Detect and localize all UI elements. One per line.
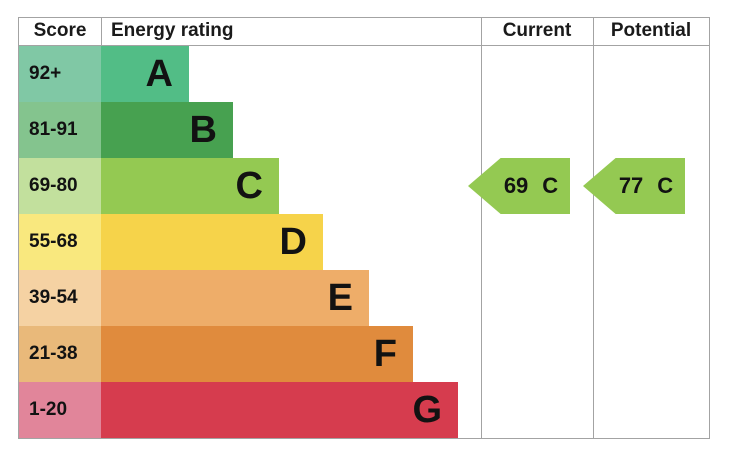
score-range-d: 55-68: [19, 214, 101, 270]
band-row-f: 21-38 F: [19, 326, 709, 382]
band-row-a: 92+ A: [19, 46, 709, 102]
potential-column-header: Potential: [610, 20, 692, 41]
band-bar-f: F: [101, 326, 413, 382]
score-column-divider: [101, 18, 102, 45]
score-range-e: 39-54: [19, 270, 101, 326]
band-row-d: 55-68 D: [19, 214, 709, 270]
band-bar-g: G: [101, 382, 458, 438]
score-column-header: Score: [33, 20, 87, 41]
band-bar-c: C: [101, 158, 279, 214]
potential-column-divider: [593, 18, 594, 438]
current-rating-letter: C: [542, 173, 559, 198]
band-row-g: 1-20 G: [19, 382, 709, 438]
current-column-header: Current: [502, 20, 572, 41]
score-range-f: 21-38: [19, 326, 101, 382]
band-row-e: 39-54 E: [19, 270, 709, 326]
band-bar-e: E: [101, 270, 369, 326]
score-range-c: 69-80: [19, 158, 101, 214]
potential-rating-letter: C: [657, 173, 674, 198]
band-bar-d: D: [101, 214, 323, 270]
current-rating-value: 69: [503, 173, 529, 198]
energy-rating-column-header: Energy rating: [111, 20, 234, 41]
potential-rating-value: 77: [618, 173, 644, 198]
epc-table: Score Energy rating Current Potential 92…: [18, 17, 710, 439]
header-bottom-border: [19, 45, 709, 46]
energy-bands: 92+ A 81-91 B 69-80 C 55-68 D 39-54 E 21-38 F 1-20 G: [19, 46, 709, 438]
score-range-b: 81-91: [19, 102, 101, 158]
band-row-c: 69-80 C: [19, 158, 709, 214]
band-bar-a: A: [101, 46, 189, 102]
score-range-a: 92+: [19, 46, 101, 102]
score-range-g: 1-20: [19, 382, 101, 438]
current-column-divider: [481, 18, 482, 438]
band-row-b: 81-91 B: [19, 102, 709, 158]
band-bar-b: B: [101, 102, 233, 158]
